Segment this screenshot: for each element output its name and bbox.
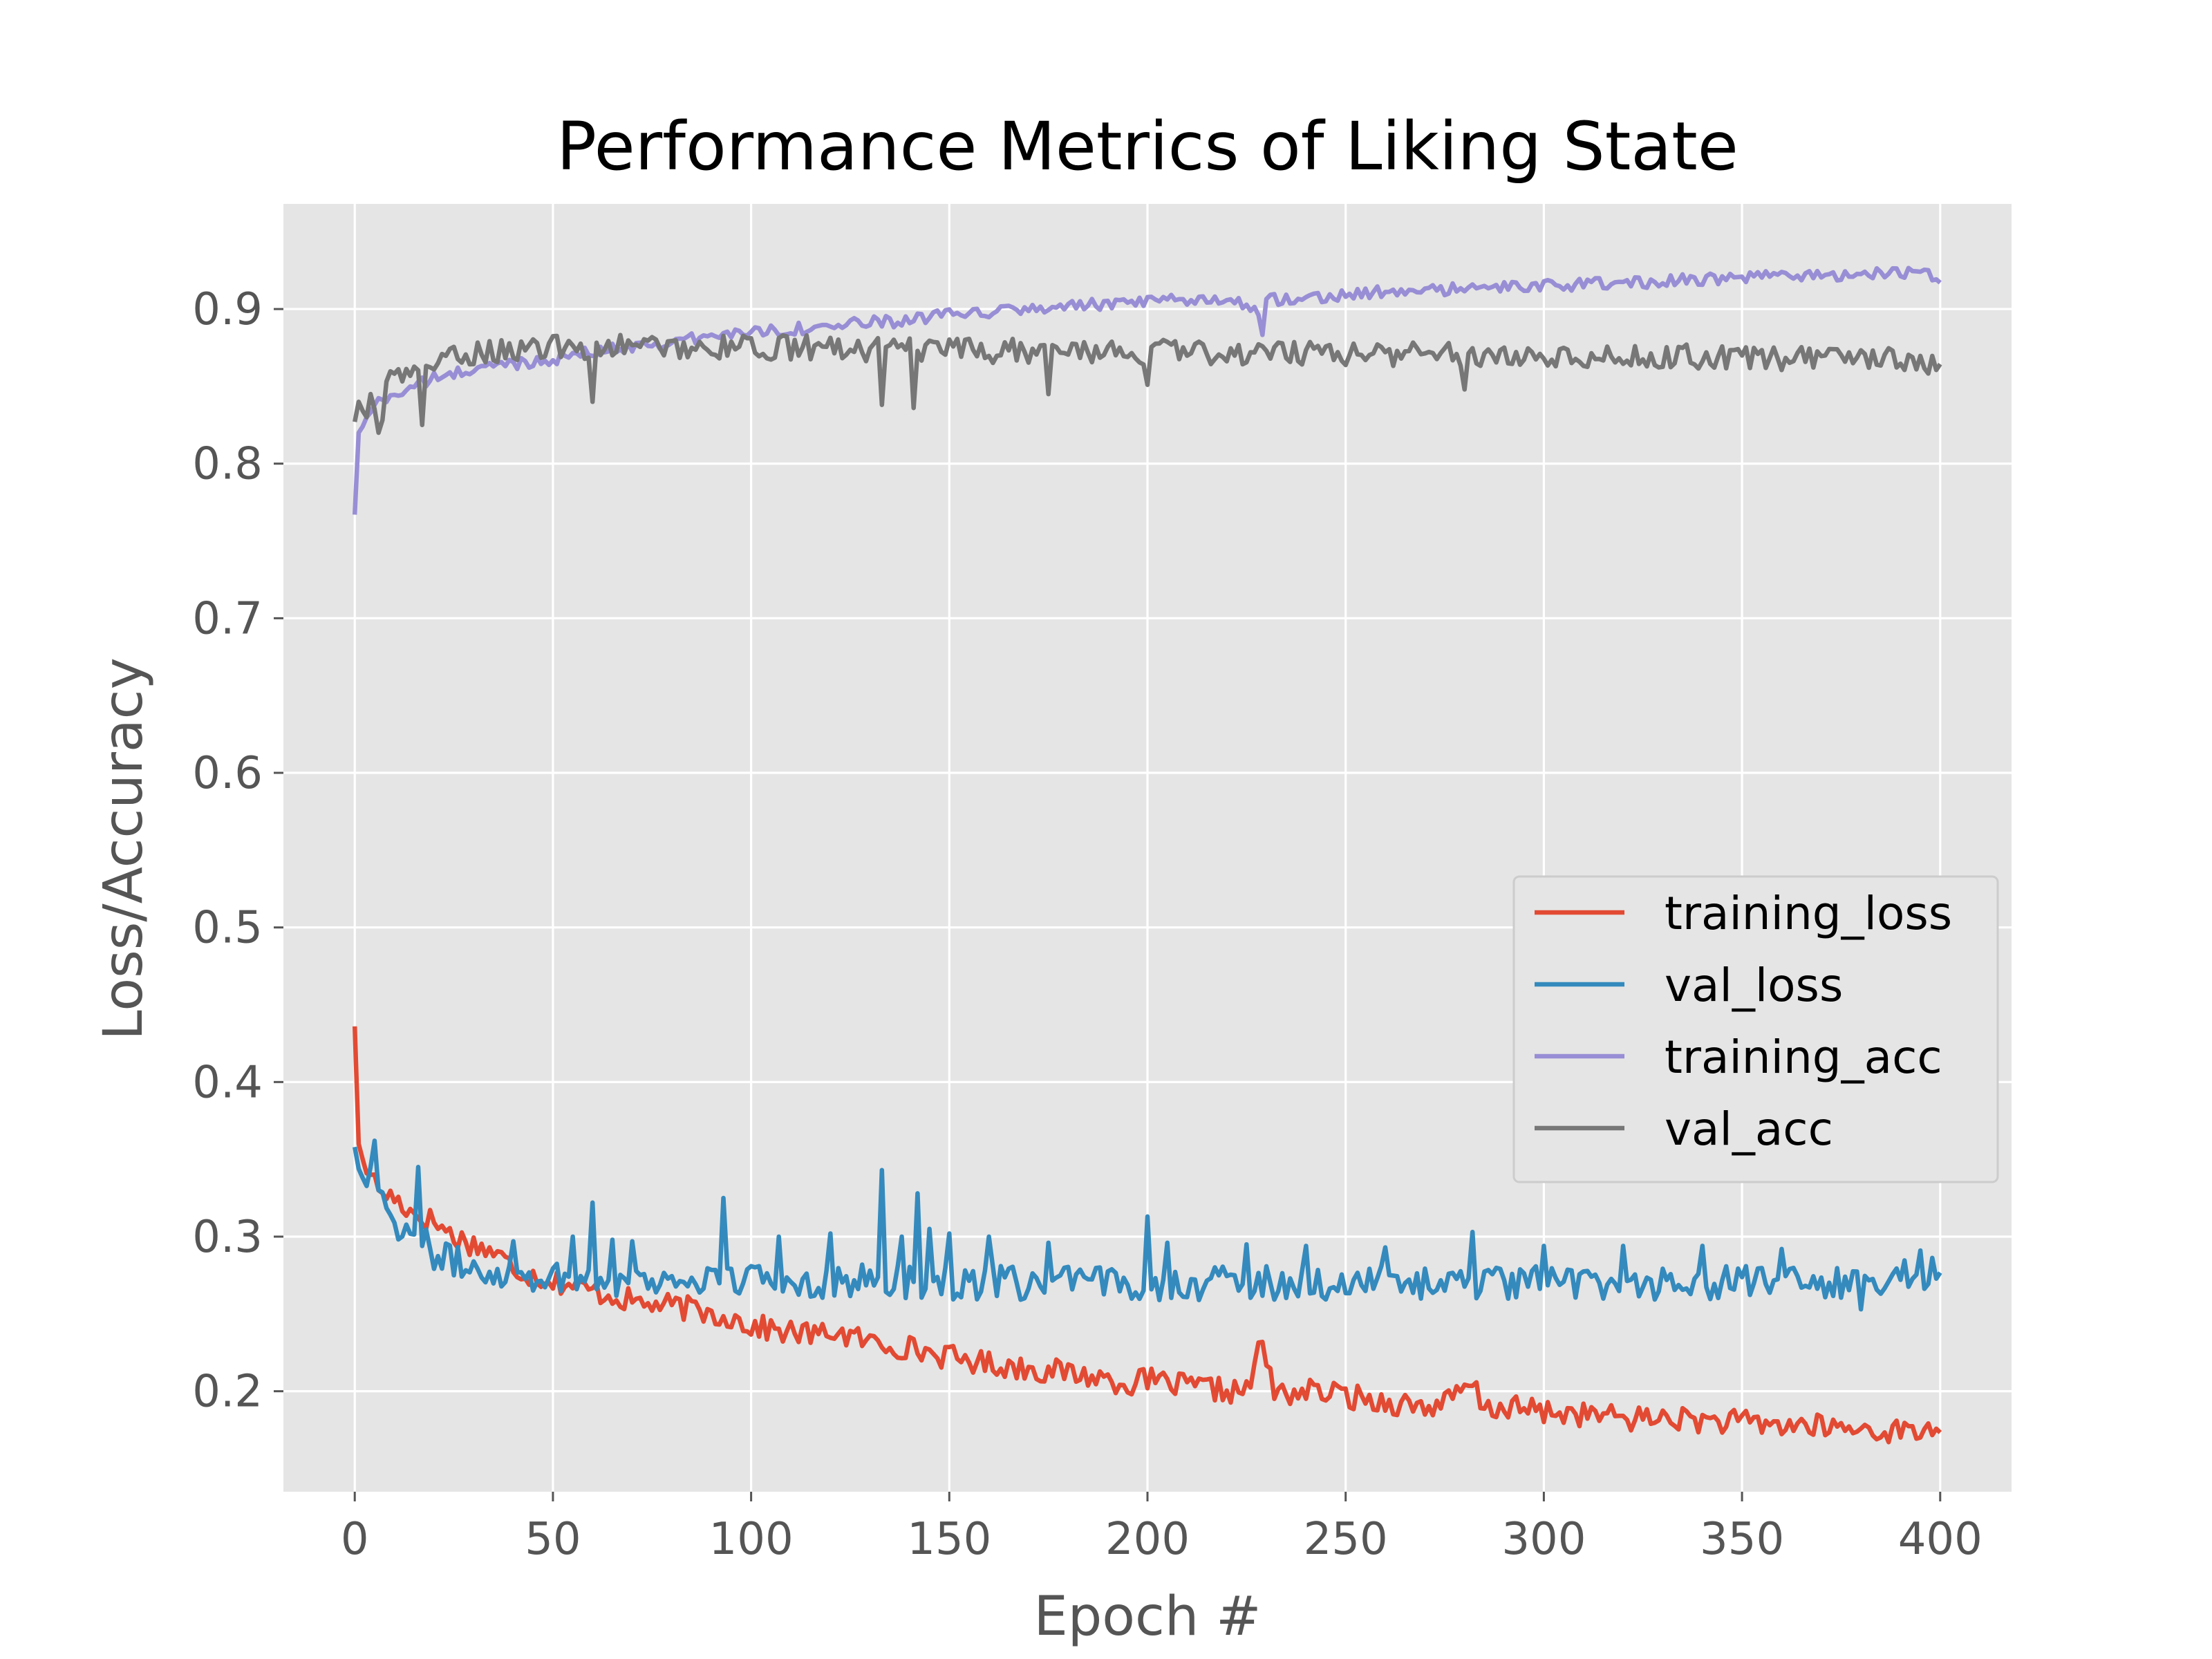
y-axis-label: Loss/Accuracy: [93, 657, 155, 1040]
x-tick-label: 250: [1304, 1514, 1388, 1565]
x-tick-label: 350: [1700, 1514, 1784, 1565]
series-line-val-loss: [353, 1138, 1942, 1312]
y-tick-label: 0.2: [192, 1367, 263, 1418]
legend: training_loss val_loss training_acc val_acc: [1512, 875, 1999, 1183]
series-line-val-acc: [353, 332, 1942, 435]
legend-label: training_acc: [1665, 1031, 1942, 1084]
chart-title: Performance Metrics of Liking State: [556, 108, 1738, 185]
y-tick-label: 0.6: [192, 748, 263, 799]
x-axis-label: Epoch #: [1034, 1586, 1262, 1648]
x-tick-label: 150: [907, 1514, 991, 1565]
y-tick-label: 0.8: [192, 439, 263, 490]
series-layer: [352, 265, 1942, 1445]
legend-label: training_loss: [1665, 887, 1952, 940]
x-tick-label: 0: [341, 1514, 369, 1565]
x-tick-label: 200: [1105, 1514, 1190, 1565]
legend-label: val_loss: [1665, 959, 1843, 1012]
legend-label: val_acc: [1665, 1103, 1833, 1156]
legend-box: [1512, 875, 1999, 1183]
y-tick-label: 0.7: [192, 593, 263, 644]
y-tick-label: 0.3: [192, 1212, 263, 1263]
series-line-training-loss: [352, 1026, 1942, 1445]
y-tick-label: 0.9: [192, 284, 263, 335]
y-axis-ticks: 0.2 0.3 0.4 0.5 0.6 0.7 0.8 0.9: [192, 284, 283, 1418]
y-tick-label: 0.5: [192, 903, 263, 954]
x-tick-label: 400: [1898, 1514, 1983, 1565]
x-tick-label: 100: [709, 1514, 794, 1565]
x-tick-label: 300: [1501, 1514, 1586, 1565]
x-axis-ticks: 0 50 100 150 200 250 300 350 400: [341, 1492, 1983, 1565]
y-tick-label: 0.4: [192, 1057, 263, 1108]
x-tick-label: 50: [525, 1514, 581, 1565]
